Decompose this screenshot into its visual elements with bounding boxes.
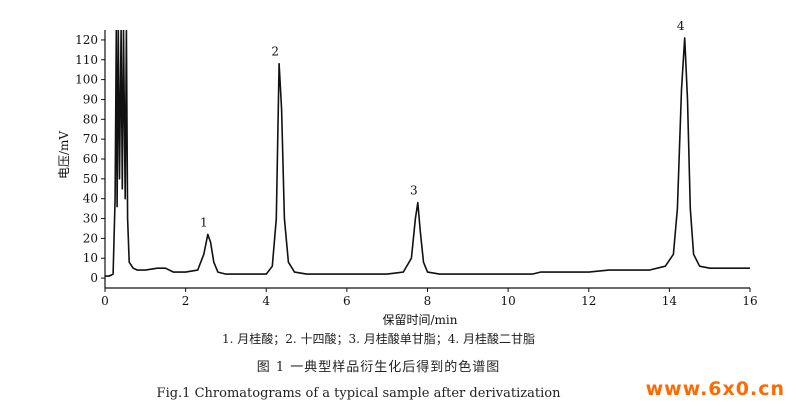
x-axis-label: 保留时间/min	[383, 313, 458, 327]
x-tick-label: 12	[581, 294, 596, 308]
peak-legend: 1. 月桂酸；2. 十四酸；3. 月桂酸单甘脂；4. 月桂酸二甘脂	[221, 332, 536, 346]
y-axis-label: 电压/mV	[57, 131, 71, 179]
x-axis-ticks: 0 2 4 6 8 10 12 14 16	[101, 288, 758, 308]
axis-lines	[104, 30, 750, 289]
y-axis-ticks: 0 10 20 30 40 50 60 70 80 90 100 110 120	[75, 33, 105, 285]
y-tick-label: 120	[75, 33, 98, 47]
watermark: www.6x0.cn	[645, 378, 785, 400]
x-tick-label: 10	[500, 294, 515, 308]
x-tick-label: 4	[262, 294, 270, 308]
y-tick-label: 60	[83, 152, 98, 166]
x-tick-label: 14	[662, 294, 678, 308]
y-tick-label: 70	[83, 132, 98, 146]
x-tick-label: 8	[424, 294, 432, 308]
y-tick-label: 110	[75, 53, 98, 67]
y-tick-label: 0	[90, 271, 98, 285]
axes	[104, 30, 750, 289]
x-tick-label: 2	[182, 294, 190, 308]
peak-label: 2	[271, 45, 279, 59]
y-tick-label: 40	[83, 192, 98, 206]
peak-label: 1	[200, 215, 208, 229]
plot-area	[105, 30, 750, 277]
x-tick-label: 16	[742, 294, 757, 308]
figure-caption-cn: 图 1 一典型样品衍生化后得到的色谱图	[256, 360, 501, 375]
y-tick-label: 10	[83, 251, 98, 265]
y-tick-label: 90	[83, 92, 98, 106]
x-tick-label: 0	[101, 294, 109, 308]
x-tick-label: 6	[343, 294, 351, 308]
chromatogram-trace	[105, 30, 750, 277]
y-tick-label: 50	[83, 172, 98, 186]
y-tick-label: 80	[83, 112, 98, 126]
peak-label: 4	[677, 19, 685, 33]
peak-labels: 1 2 3 4	[200, 19, 685, 229]
figure-caption-en: Fig.1 Chromatograms of a typical sample …	[156, 386, 561, 401]
peak-label: 3	[410, 184, 418, 198]
y-tick-label: 30	[83, 212, 98, 226]
y-tick-label: 100	[75, 73, 98, 87]
y-tick-label: 20	[83, 231, 98, 245]
